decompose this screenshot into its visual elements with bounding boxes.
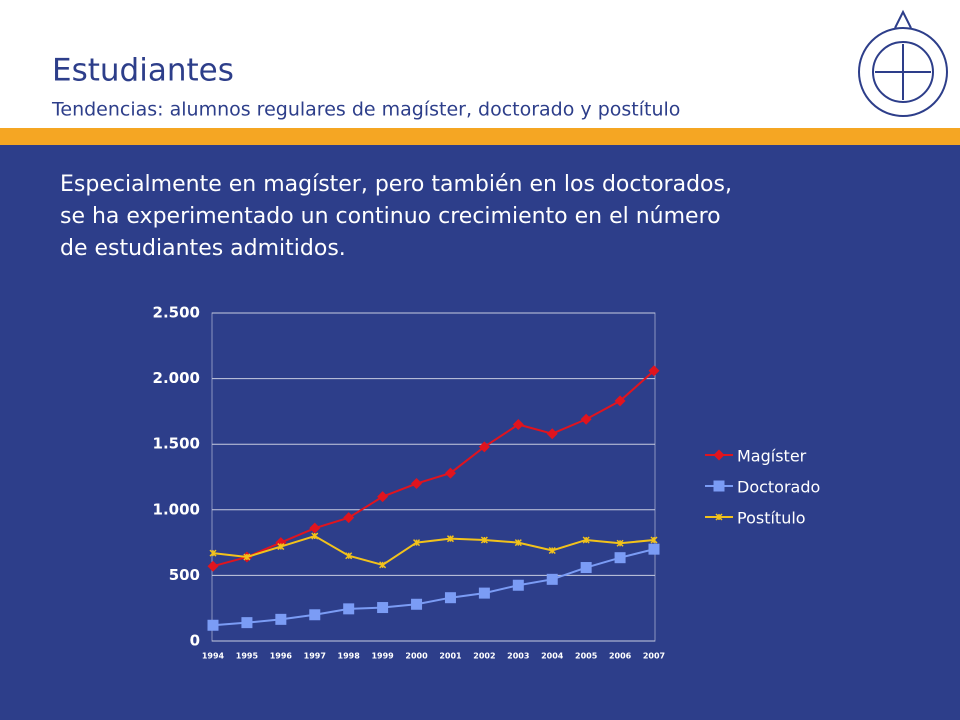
x-tick-label: 2003 — [507, 652, 529, 661]
accent-bar — [0, 128, 960, 145]
series-line — [212, 534, 655, 566]
y-tick-label: 1.500 — [153, 435, 200, 453]
marker — [614, 552, 626, 564]
y-tick-label: 500 — [169, 566, 200, 584]
marker — [207, 619, 219, 631]
marker — [582, 536, 590, 544]
marker — [548, 546, 556, 555]
marker — [546, 573, 558, 585]
x-tick-label: 2002 — [473, 652, 495, 661]
marker — [209, 549, 217, 557]
x-tick-label: 2007 — [643, 652, 665, 661]
marker — [413, 539, 421, 547]
x-tick-label: 2006 — [609, 652, 632, 661]
x-tick-label: 2000 — [405, 652, 428, 661]
marker — [343, 512, 355, 524]
marker — [546, 428, 558, 440]
x-tick-label: 2004 — [541, 652, 564, 661]
marker — [580, 413, 592, 425]
legend-label: Doctorado — [737, 478, 820, 497]
marker — [243, 553, 251, 561]
body-text: de estudiantes admitidos. — [60, 236, 346, 261]
marker — [411, 598, 423, 610]
marker — [379, 561, 387, 569]
x-tick-label: 1998 — [338, 652, 361, 661]
x-tick-label: 2005 — [575, 652, 598, 661]
marker — [377, 491, 389, 503]
marker — [648, 543, 660, 555]
body-text: se ha experimentado un continuo crecimie… — [60, 204, 721, 229]
marker — [648, 365, 660, 377]
x-tick-label: 1997 — [304, 652, 326, 661]
title: Estudiantes — [52, 53, 234, 89]
marker — [512, 579, 524, 591]
marker — [444, 467, 456, 479]
x-tick-label: 1996 — [270, 652, 293, 661]
marker — [207, 560, 219, 572]
marker — [345, 552, 353, 560]
marker — [715, 513, 723, 521]
marker — [713, 480, 725, 492]
marker — [377, 602, 389, 614]
marker — [275, 613, 287, 625]
marker — [580, 562, 592, 574]
marker — [311, 532, 319, 540]
header-band — [0, 0, 960, 128]
y-tick-label: 2.500 — [153, 304, 200, 322]
x-tick-label: 1999 — [371, 652, 394, 661]
logo — [850, 0, 960, 128]
y-tick-label: 2.000 — [153, 369, 200, 387]
marker — [478, 441, 490, 453]
y-tick-label: 1.000 — [153, 500, 200, 518]
x-tick-label: 1994 — [202, 652, 225, 661]
marker — [614, 395, 626, 407]
marker — [713, 449, 725, 461]
marker — [309, 609, 321, 621]
marker — [446, 535, 454, 543]
marker — [514, 539, 522, 547]
marker — [512, 419, 524, 431]
body-text: Especialmente en magíster, pero también … — [60, 172, 732, 197]
marker — [650, 536, 658, 544]
x-tick-label: 2001 — [439, 652, 462, 661]
marker — [480, 536, 488, 544]
legend-label: Postítulo — [737, 509, 806, 528]
marker — [444, 592, 456, 604]
marker — [343, 603, 355, 615]
y-tick-label: 0 — [190, 632, 200, 650]
marker — [616, 539, 624, 547]
x-tick-label: 1995 — [236, 652, 259, 661]
subtitle: Tendencias: alumnos regulares de magíste… — [51, 99, 680, 121]
marker — [309, 522, 321, 534]
legend-label: Magíster — [737, 447, 807, 466]
series-line — [212, 369, 655, 568]
marker — [277, 543, 285, 551]
marker — [411, 478, 423, 490]
marker — [478, 587, 490, 599]
marker — [241, 617, 253, 629]
series-line — [212, 548, 655, 627]
